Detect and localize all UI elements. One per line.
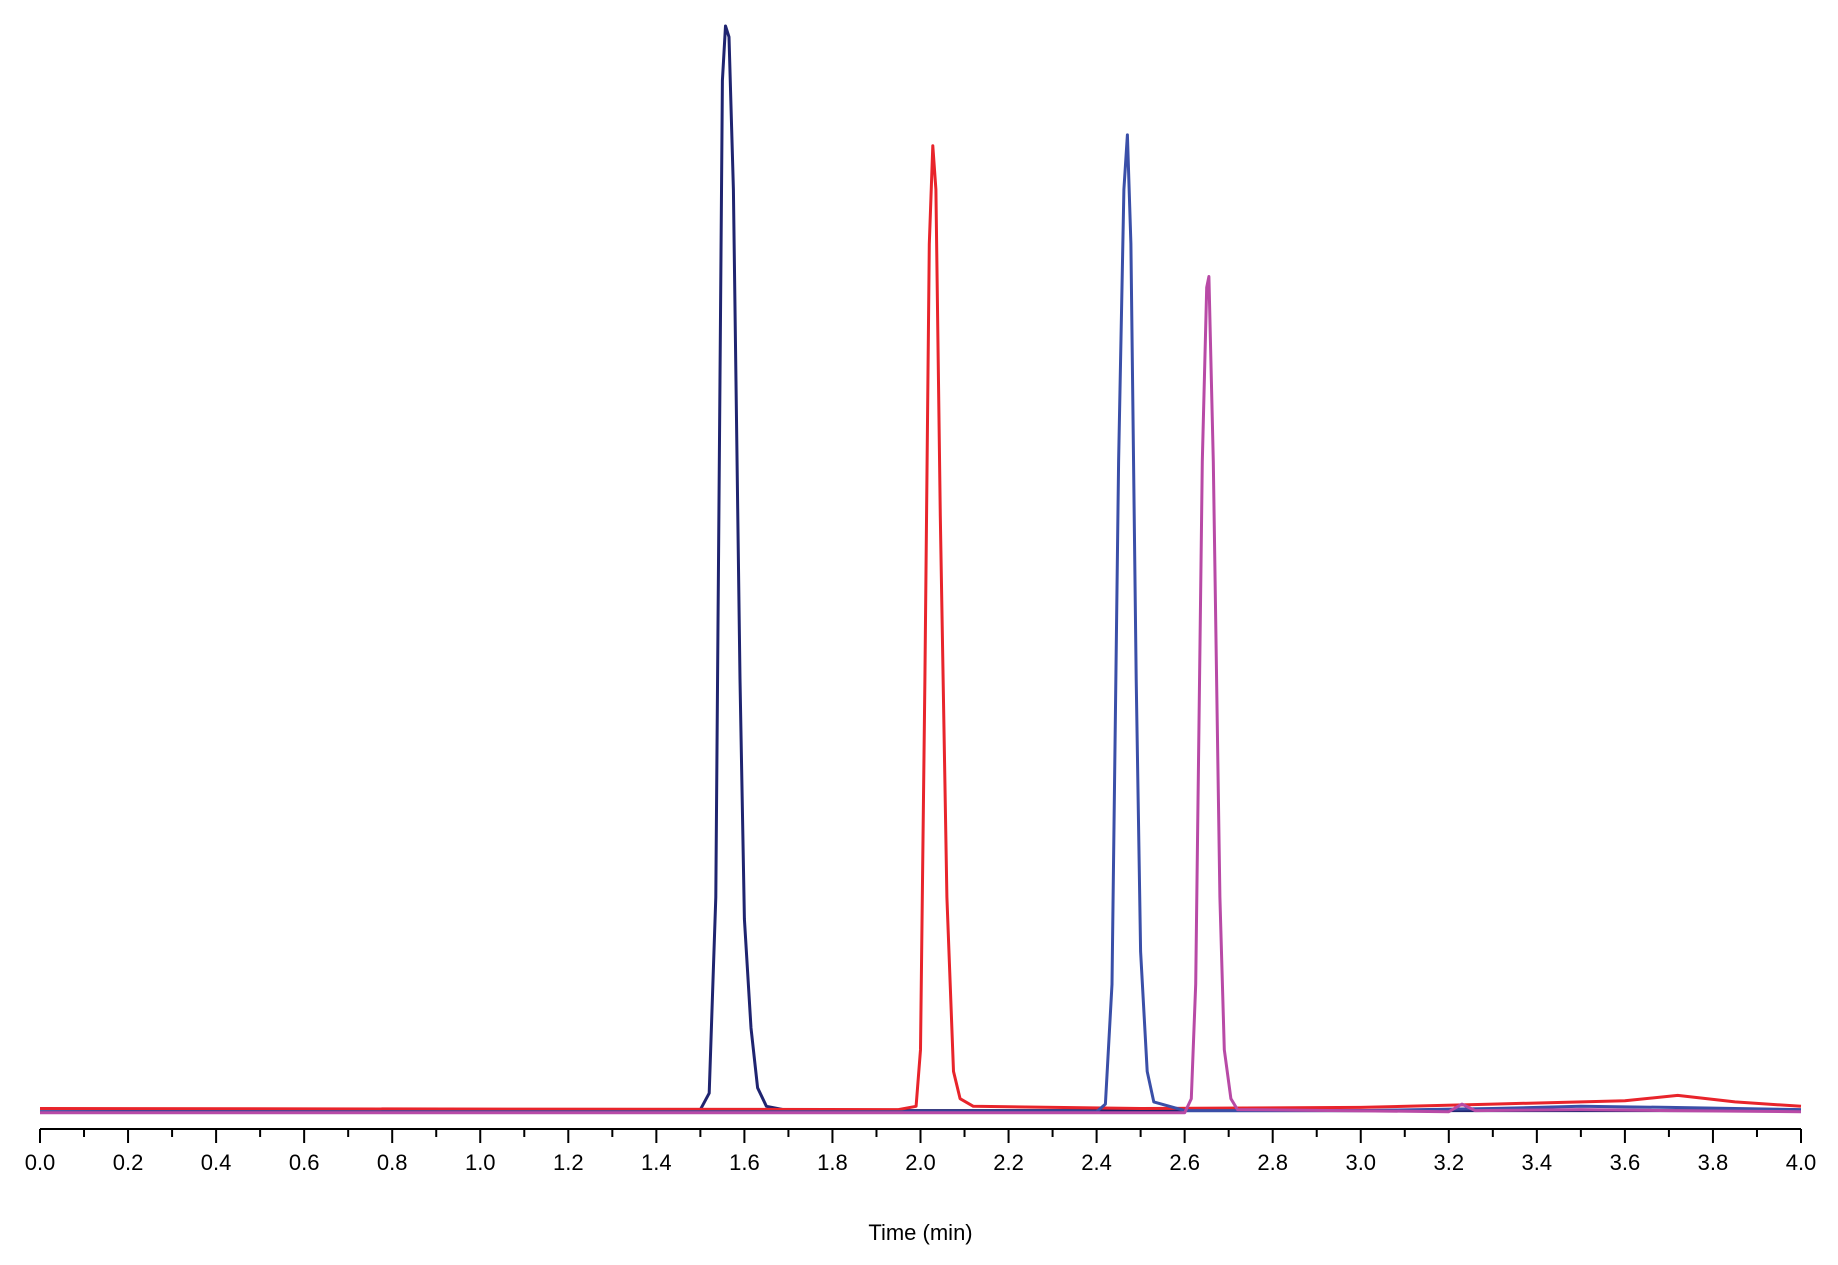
series-line-4 <box>40 275 1802 1115</box>
x-tick-label: 2.0 <box>905 1150 936 1175</box>
x-tick-label: 2.6 <box>1169 1150 1200 1175</box>
x-tick-label: 3.4 <box>1522 1150 1553 1175</box>
x-tick-label: 0.4 <box>201 1150 232 1175</box>
x-tick-label: 2.4 <box>1081 1150 1112 1175</box>
x-tick-label: 1.8 <box>817 1150 848 1175</box>
x-tick-label: 2.2 <box>993 1150 1024 1175</box>
x-axis-title: Time (min) <box>868 1220 972 1245</box>
x-tick-label: 1.4 <box>641 1150 672 1175</box>
chromatogram-traces <box>39 24 1802 1115</box>
x-tick-label: 3.6 <box>1610 1150 1641 1175</box>
series-line-1 <box>39 24 1801 1114</box>
x-tick-label: 1.0 <box>465 1150 496 1175</box>
series-line-3 <box>40 133 1802 1114</box>
x-tick-label: 4.0 <box>1786 1150 1817 1175</box>
x-tick-label: 3.0 <box>1345 1150 1376 1175</box>
x-tick-label: 2.8 <box>1257 1150 1288 1175</box>
series-line-2 <box>39 144 1802 1112</box>
x-tick-label: 1.2 <box>553 1150 584 1175</box>
x-tick-label: 1.6 <box>729 1150 760 1175</box>
x-tick-label: 3.2 <box>1434 1150 1465 1175</box>
x-tick-label: 0.2 <box>113 1150 144 1175</box>
x-axis: 0.0 0.2 0.4 0.6 0.8 1.0 1.2 1.4 1.6 1.8 2.0 2.2 2.4 2… <box>25 1128 1817 1175</box>
x-tick-label: 0.6 <box>289 1150 320 1175</box>
x-tick-label: 0.8 <box>377 1150 408 1175</box>
x-tick-label: 0.0 <box>25 1150 56 1175</box>
x-tick-label: 3.8 <box>1698 1150 1729 1175</box>
